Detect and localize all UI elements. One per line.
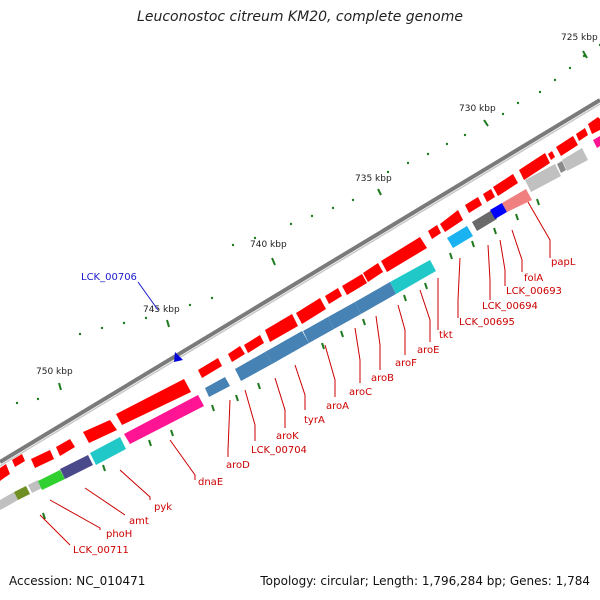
gene-label-pyk: pyk xyxy=(154,502,172,513)
gene-label-aroe: aroE xyxy=(417,345,439,356)
gene-label-aroa: aroA xyxy=(326,401,349,412)
gene-label-phoh: phoH xyxy=(106,529,132,540)
scale-ruler xyxy=(15,43,600,405)
gene-label-papl: papL xyxy=(551,257,576,268)
accession-text: Accession: NC_010471 xyxy=(9,574,146,588)
genome-backbone xyxy=(0,98,600,464)
gene-label-lck-00693: LCK_00693 xyxy=(506,286,562,297)
reverse-gene-marker xyxy=(174,352,183,362)
gene-label-arof: aroF xyxy=(395,358,417,369)
tick-label-725: 725 kbp xyxy=(561,33,598,43)
leader-lck-00706 xyxy=(137,281,159,311)
gene-label-lck-00704: LCK_00704 xyxy=(251,445,307,456)
feature-ticks xyxy=(42,198,540,520)
forward-genes xyxy=(0,117,600,481)
gene-label-arob: aroB xyxy=(371,373,394,384)
gene-label-lck-00694: LCK_00694 xyxy=(482,301,538,312)
feature-track xyxy=(0,136,600,510)
gene-label-aroc: aroC xyxy=(349,387,372,398)
genome-stats-text: Topology: circular; Length: 1,796,284 bp… xyxy=(260,574,590,588)
gene-label-arok: aroK xyxy=(276,431,299,442)
gene-label-lck-00706: LCK_00706 xyxy=(81,272,137,283)
gene-leader-lines xyxy=(39,201,551,546)
gene-label-dnae: dnaE xyxy=(198,477,223,488)
tick-label-750: 750 kbp xyxy=(36,367,73,377)
gene-label-tyra: tyrA xyxy=(304,415,325,426)
tick-label-735: 735 kbp xyxy=(355,174,392,184)
gene-label-arod: aroD xyxy=(226,460,250,471)
gene-label-tkt: tkt xyxy=(439,330,453,341)
tick-label-745: 745 kbp xyxy=(143,305,180,315)
gene-label-fola: folA xyxy=(524,273,543,284)
gene-label-lck-00711: LCK_00711 xyxy=(73,545,129,556)
backbone-shadow xyxy=(0,103,600,467)
gene-label-amt: amt xyxy=(129,516,149,527)
map-title: Leuconostoc citreum KM20, complete genom… xyxy=(137,9,463,25)
tick-label-740: 740 kbp xyxy=(250,240,287,250)
gene-labels: papL folA LCK_00693 LCK_00694 LCK_00695 … xyxy=(73,257,576,556)
gene-label-lck-00695: LCK_00695 xyxy=(459,317,515,328)
scale-labels: 725 kbp 730 kbp 735 kbp 740 kbp 745 kbp … xyxy=(36,33,598,377)
tick-label-730: 730 kbp xyxy=(459,104,496,114)
